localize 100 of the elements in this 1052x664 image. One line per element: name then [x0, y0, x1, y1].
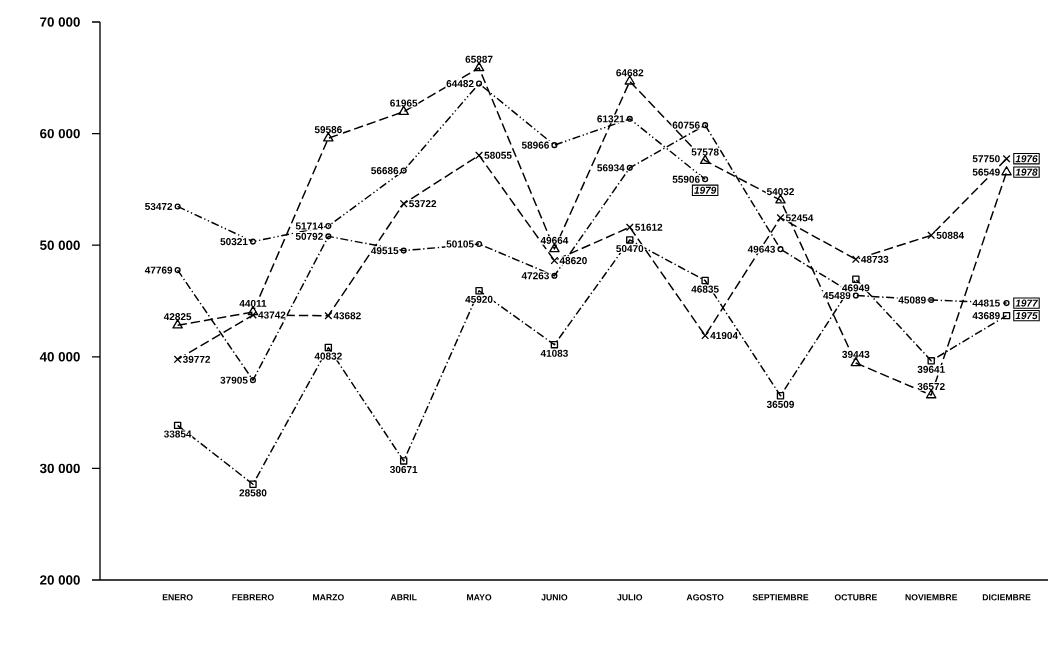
point	[850, 357, 862, 367]
x-tick-label: JUNIO	[541, 594, 568, 601]
data-label: 51714	[295, 222, 324, 230]
point	[399, 457, 408, 465]
data-label: 58966	[521, 141, 549, 149]
data-label: 44815	[972, 299, 1000, 307]
point	[174, 267, 181, 274]
point	[777, 246, 784, 253]
x-tick-label: NOVIEMBRE	[905, 594, 958, 601]
point	[475, 240, 483, 248]
data-label: 45920	[465, 295, 493, 303]
x-tick-label: AGOSTO	[686, 594, 724, 601]
data-label: 50884	[936, 231, 965, 239]
data-label: 45489	[823, 292, 851, 300]
data-label: 55906	[672, 175, 700, 183]
data-label: 43742	[258, 311, 286, 319]
data-label: 46835	[691, 285, 719, 293]
data-label: 33854	[163, 430, 192, 438]
point	[551, 272, 558, 279]
point	[475, 151, 484, 160]
data-label: 46949	[842, 284, 870, 292]
x-tick-label: SEPTIEMBRE	[752, 594, 809, 601]
point	[776, 213, 785, 222]
data-label: 43689	[972, 312, 1000, 320]
point	[927, 231, 936, 240]
point	[174, 203, 181, 210]
data-label: 49664	[540, 236, 569, 244]
x-tick-label: MAYO	[467, 594, 492, 601]
data-label: 44011	[239, 299, 267, 307]
point	[701, 276, 709, 285]
series-label: 1976	[1015, 155, 1038, 163]
data-label: 56686	[371, 167, 399, 175]
data-label: 40832	[314, 352, 342, 360]
x-tick-label: MARZO	[313, 594, 344, 601]
point	[925, 389, 937, 399]
point	[551, 142, 558, 149]
x-tick-label: OCTUBRE	[834, 594, 877, 601]
data-label: 52454	[785, 214, 814, 222]
data-label: 59586	[314, 126, 342, 134]
point	[249, 311, 257, 320]
data-label: 57578	[691, 148, 719, 156]
data-label: 43682	[333, 312, 361, 320]
point	[400, 167, 407, 174]
data-label: 51612	[635, 223, 663, 231]
point	[475, 80, 483, 87]
data-label: 56934	[597, 164, 625, 172]
data-label: 41904	[710, 332, 738, 340]
data-label: 36509	[766, 400, 795, 408]
data-label: 37905	[220, 376, 248, 384]
point	[249, 480, 257, 488]
data-label: 50792	[295, 232, 323, 240]
data-label: 50105	[446, 240, 474, 248]
point	[928, 296, 935, 304]
point	[400, 247, 407, 254]
series-label: 1975	[1015, 312, 1038, 320]
point	[702, 176, 709, 183]
point	[550, 256, 559, 265]
point	[776, 392, 785, 400]
data-label: 48620	[559, 257, 587, 265]
data-label: 56549	[972, 168, 1000, 176]
y-tick-label: 30 000	[39, 463, 80, 474]
data-label: 39641	[917, 365, 945, 373]
y-tick-label: 40 000	[39, 352, 80, 362]
point	[625, 223, 634, 232]
data-label: 49643	[747, 245, 776, 253]
data-label: 53472	[145, 202, 173, 210]
data-label: 54032	[766, 188, 794, 196]
x-tick-label: FEBRERO	[232, 594, 274, 601]
point	[173, 421, 182, 430]
point	[701, 331, 710, 340]
data-label: 61321	[597, 115, 625, 123]
data-label: 49515	[370, 247, 399, 255]
point	[325, 233, 332, 240]
data-label: 39443	[842, 350, 870, 358]
point	[475, 287, 483, 295]
point	[325, 223, 332, 230]
point	[852, 275, 860, 283]
point	[550, 340, 559, 349]
point	[927, 357, 935, 365]
data-label: 58055	[484, 151, 512, 159]
data-label: 41083	[540, 349, 568, 357]
point	[626, 164, 633, 171]
data-label: 39772	[182, 355, 211, 363]
point	[1003, 299, 1010, 307]
data-label: 65887	[465, 55, 493, 63]
series-label: 1979	[694, 186, 717, 194]
data-label: 64482	[446, 80, 474, 88]
x-tick-label: JULIO	[617, 594, 643, 601]
data-label: 47263	[521, 272, 549, 280]
data-label: 64682	[616, 69, 644, 77]
data-label: 60756	[672, 121, 700, 129]
point	[851, 255, 860, 264]
point	[1001, 166, 1012, 176]
point	[249, 377, 257, 384]
data-label: 36572	[917, 382, 945, 390]
y-tick-label: 70 000	[40, 17, 80, 27]
point	[324, 311, 333, 320]
point	[626, 236, 634, 244]
data-label: 42825	[163, 313, 192, 321]
data-label: 28580	[239, 489, 267, 497]
